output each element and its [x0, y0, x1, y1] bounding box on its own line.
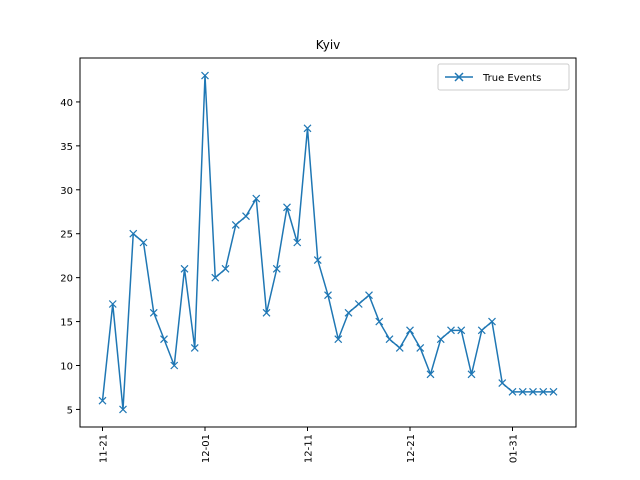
data-point-marker — [242, 212, 250, 221]
data-point-marker — [467, 370, 476, 379]
data-point-marker — [262, 308, 271, 317]
chart-title: Kyiv — [316, 38, 341, 52]
data-point-marker — [549, 387, 558, 396]
x-tick-label: 12-11 — [304, 434, 315, 463]
data-point-marker — [313, 256, 322, 264]
data-point-marker — [231, 221, 240, 229]
data-point-marker — [344, 308, 353, 317]
data-point-marker — [324, 291, 332, 300]
data-point-marker — [508, 387, 517, 396]
data-point-marker — [539, 387, 548, 396]
data-point-marker — [334, 335, 343, 344]
data-point-marker — [293, 238, 302, 247]
x-tick-label: 12-21 — [406, 434, 417, 463]
data-point-marker — [129, 229, 138, 238]
x-axis: 11-21 12-01 12-11 12-21 01-31 — [99, 427, 520, 463]
data-point-marker — [488, 317, 496, 326]
data-point-marker — [447, 326, 455, 335]
data-point-marker — [406, 326, 414, 335]
data-point-marker — [119, 405, 127, 414]
y-tick-label: 25 — [60, 230, 73, 241]
data-point-marker — [416, 344, 425, 352]
legend: True Events — [437, 63, 570, 91]
data-point-marker — [201, 71, 209, 80]
y-tick-label: 15 — [60, 318, 73, 329]
series-line — [101, 74, 554, 411]
data-point-marker — [303, 124, 312, 133]
data-point-marker — [283, 203, 291, 212]
y-tick-label: 10 — [60, 362, 73, 373]
legend-label: True Events — [482, 73, 541, 84]
data-point-marker — [365, 291, 373, 300]
data-point-marker — [385, 335, 394, 344]
legend-box — [437, 63, 570, 91]
y-tick-label: 40 — [60, 98, 73, 109]
plot-frame — [79, 57, 577, 428]
legend-marker-icon — [454, 72, 464, 82]
data-point-marker — [426, 370, 435, 379]
data-point-marker — [457, 326, 466, 335]
x-tick-label: 12-01 — [201, 434, 212, 463]
data-point-marker — [529, 387, 537, 396]
data-point-marker — [395, 344, 404, 352]
data-point-marker — [252, 194, 261, 203]
data-point-marker — [354, 300, 363, 308]
y-tick-label: 5 — [67, 405, 73, 416]
series-layer — [98, 71, 558, 414]
data-point-marker — [477, 326, 486, 335]
data-point-marker — [108, 300, 117, 308]
x-tick-label: 11-21 — [99, 434, 110, 463]
data-point-marker — [498, 379, 507, 387]
y-tick-label: 20 — [60, 274, 73, 285]
y-tick-label: 35 — [60, 142, 73, 153]
x-tick-label: 01-31 — [509, 434, 520, 463]
data-point-marker — [170, 361, 179, 370]
data-point-marker — [518, 387, 527, 396]
data-point-marker — [160, 335, 168, 344]
data-point-marker — [190, 344, 199, 352]
plot-area — [79, 57, 577, 428]
data-point-marker — [272, 264, 281, 273]
data-point-marker — [149, 308, 158, 317]
data-point-marker — [98, 396, 107, 405]
data-point-marker — [436, 335, 445, 344]
y-tick-label: 30 — [60, 186, 73, 197]
data-point-marker — [221, 264, 230, 273]
y-axis: 5 10 15 20 25 30 35 40 — [60, 98, 80, 416]
data-point-marker — [375, 317, 384, 326]
data-point-marker — [211, 273, 220, 282]
data-point-marker — [139, 238, 148, 247]
data-point-marker — [180, 264, 189, 273]
